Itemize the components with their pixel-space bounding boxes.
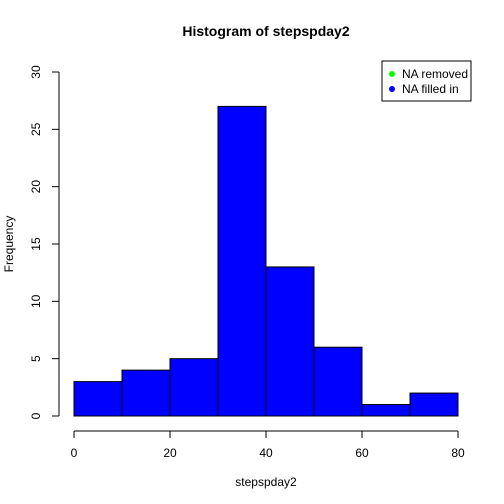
- histogram-bar-5: [313, 346, 363, 417]
- y-tick-label: 20: [29, 180, 43, 194]
- legend-marker-0: [389, 71, 395, 77]
- x-axis-label: stepspday2: [235, 475, 297, 489]
- y-tick-label: 0: [29, 412, 43, 419]
- legend-box: [381, 60, 472, 102]
- histogram-bar-1: [121, 369, 171, 417]
- y-axis: 0 5 10 15 20 25 30: [29, 65, 60, 419]
- histogram-bar-0: [73, 381, 123, 417]
- histogram-bar-6: [361, 404, 411, 417]
- x-tick-label: 80: [451, 446, 465, 460]
- y-axis-label: Frequency: [2, 216, 16, 273]
- histogram-bar-4: [265, 266, 315, 417]
- legend-label-1: NA filled in: [402, 82, 459, 96]
- legend-label-0: NA removed: [402, 67, 468, 81]
- chart-title: Histogram of stepspday2: [182, 23, 349, 39]
- x-tick-label: 60: [355, 446, 369, 460]
- x-tick-label: 0: [71, 446, 78, 460]
- y-tick-label: 5: [29, 355, 43, 362]
- y-tick-label: 10: [29, 294, 43, 308]
- x-tick-label: 40: [259, 446, 273, 460]
- legend-marker-1: [389, 86, 395, 92]
- x-axis: 0 20 40 60 80: [71, 430, 465, 460]
- histogram-bar-3: [217, 105, 267, 417]
- bars-group: [73, 105, 459, 417]
- y-tick-label: 25: [29, 122, 43, 136]
- x-tick-label: 20: [163, 446, 177, 460]
- histogram-bar-7: [409, 392, 459, 417]
- y-tick-label: 15: [29, 237, 43, 251]
- y-tick-label: 30: [29, 65, 43, 79]
- histogram-bar-2: [169, 358, 219, 417]
